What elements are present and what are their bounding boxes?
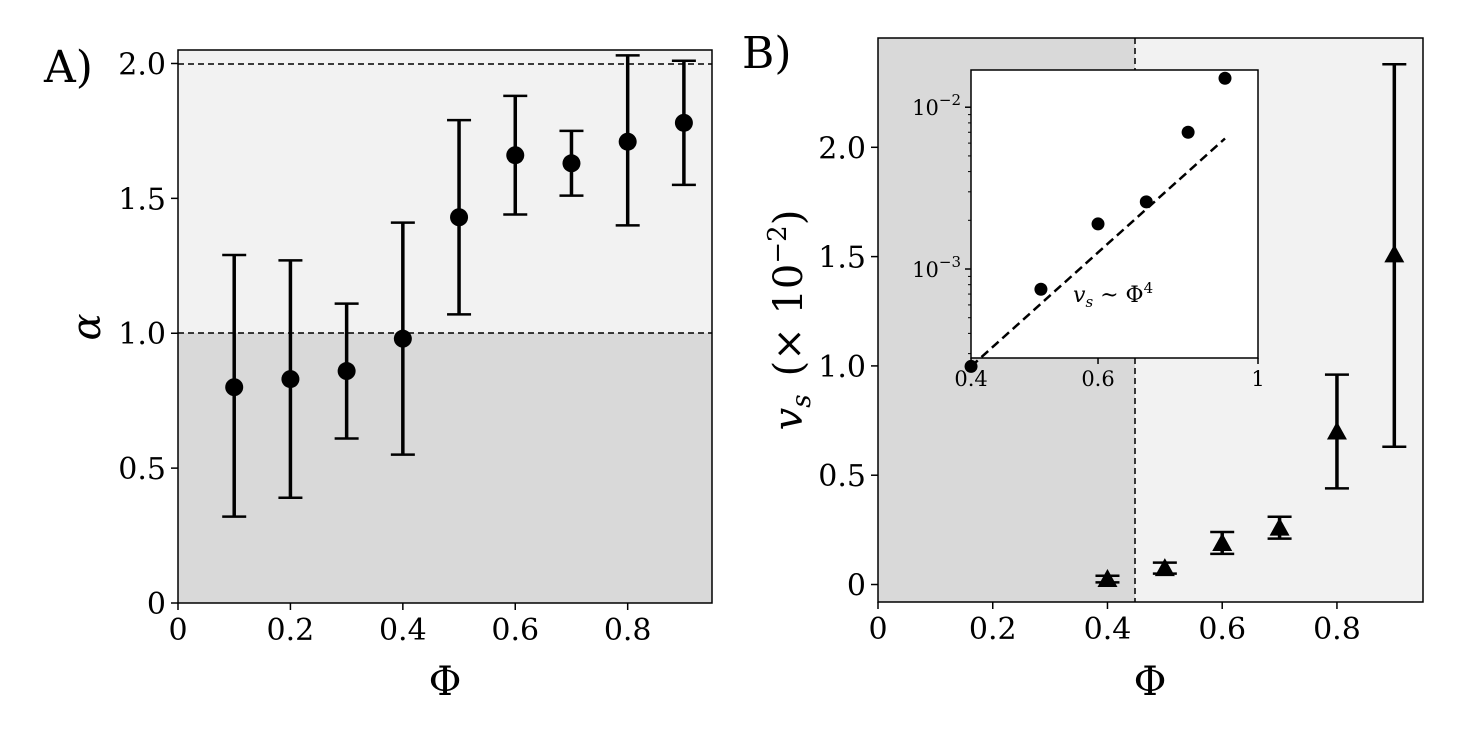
panel-a-xtick-label: 0.8 bbox=[604, 613, 652, 648]
inset-fit-line bbox=[970, 137, 1226, 368]
panel-b-xtick-label: 0.8 bbox=[1313, 612, 1361, 647]
inset-annotation-sub: s bbox=[1085, 293, 1093, 311]
inset-point bbox=[1181, 125, 1195, 139]
panel-b-frame bbox=[877, 37, 1424, 603]
panel-a-point bbox=[618, 132, 637, 151]
panel-a-point bbox=[281, 370, 300, 389]
panel-b-ylabel-close: ) bbox=[766, 210, 812, 226]
panel-a-point bbox=[450, 208, 469, 227]
inset-point bbox=[1034, 282, 1048, 296]
panel-b-xtick-label: 0 bbox=[868, 612, 887, 647]
panel-a-point bbox=[562, 154, 581, 173]
panel-a-xtick-label: 0.6 bbox=[491, 613, 539, 648]
panel-a-frame bbox=[177, 49, 713, 604]
panel-b-point bbox=[1154, 558, 1175, 577]
panel-a-ytick-label: 2.0 bbox=[118, 47, 166, 82]
inset-ytick-exp: −3 bbox=[939, 253, 961, 271]
panel-b-ylabel-exp: −2 bbox=[763, 225, 793, 263]
panel-b-ytick-label: 2.0 bbox=[818, 131, 866, 166]
inset-ytick-exp: −2 bbox=[939, 91, 961, 109]
panel-b-ytick-label: 0.5 bbox=[818, 459, 866, 494]
panel-b-ylabel-scale: (× 10 bbox=[766, 264, 812, 377]
panel-b-inset: 0.4 0.6 110−310−2 vs ~ Φ4 bbox=[912, 69, 1265, 391]
panel-b-ylabel-sub: s bbox=[787, 394, 817, 407]
panel-a-ytick-label: 1.5 bbox=[118, 182, 166, 217]
inset-point bbox=[1139, 195, 1153, 209]
inset-ytick-label: 10−3 bbox=[912, 253, 961, 282]
panel-a-xlabel: Φ bbox=[429, 659, 462, 705]
inset-point bbox=[1218, 71, 1232, 85]
panel-a: 0 0.2 0.4 0.6 0.8 0 0.5 1.0 1.5 2.0 A) Φ α bbox=[43, 42, 713, 705]
inset-frame bbox=[970, 69, 1259, 359]
panel-b-point bbox=[1384, 244, 1405, 263]
panel-b-point bbox=[1212, 532, 1233, 551]
inset-point bbox=[964, 359, 978, 373]
panel-a-label: A) bbox=[43, 42, 93, 93]
panel-a-point bbox=[674, 113, 693, 132]
panel-b-point bbox=[1326, 421, 1347, 440]
inset-annotation-var: v bbox=[1073, 283, 1086, 308]
inset-xtick-label: 0.4 bbox=[954, 367, 987, 391]
panel-b-xtick-label: 0.6 bbox=[1198, 612, 1246, 647]
panel-a-shade-lower bbox=[178, 333, 712, 603]
panel-b-xlabel: Φ bbox=[1134, 659, 1167, 705]
panel-b-xtick-label: 0.2 bbox=[969, 612, 1017, 647]
inset-ytick-base: 10 bbox=[912, 258, 939, 282]
panel-b-ytick-label: 1.5 bbox=[818, 241, 866, 276]
panel-b: 0 0.2 0.4 0.6 0.800.51.01.52.0 B) Φ vs(× 10−… bbox=[742, 28, 1424, 705]
panel-a-ytick-label: 0 bbox=[147, 587, 166, 622]
panel-a-xtick-label: 0.2 bbox=[267, 613, 315, 648]
panel-b-ytick-label: 0 bbox=[847, 569, 866, 604]
panel-a-point bbox=[393, 329, 412, 348]
inset-xtick-label: 0.6 bbox=[1081, 367, 1114, 391]
inset-annotation-rest: ~ Φ bbox=[1093, 283, 1143, 308]
panel-a-shade-upper bbox=[178, 50, 712, 333]
inset-xtick-label: 1 bbox=[1251, 367, 1264, 391]
panel-b-ytick-label: 1.0 bbox=[818, 350, 866, 385]
panel-b-ylabel: vs (× 10−2) bbox=[763, 210, 817, 431]
panel-b-point bbox=[1097, 569, 1118, 588]
inset-background bbox=[971, 70, 1258, 358]
panel-a-point bbox=[337, 362, 356, 381]
panel-b-ylabel-var: v bbox=[766, 407, 812, 430]
panel-a-xtick-label: 0.4 bbox=[379, 613, 427, 648]
inset-annotation: vs ~ Φ4 bbox=[1073, 279, 1153, 311]
panel-a-ytick-label: 1.0 bbox=[118, 317, 166, 352]
panel-a-xtick-label: 0 bbox=[168, 613, 187, 648]
panel-a-ylabel: α bbox=[64, 313, 110, 340]
panel-b-label: B) bbox=[742, 28, 792, 79]
panel-b-xtick-label: 0.4 bbox=[1084, 612, 1132, 647]
inset-point bbox=[1091, 217, 1105, 231]
panel-a-ytick-label: 0.5 bbox=[118, 452, 166, 487]
inset-ytick-base: 10 bbox=[912, 96, 939, 120]
inset-annotation-exp: 4 bbox=[1144, 279, 1154, 297]
panel-a-point bbox=[506, 146, 525, 165]
inset-ytick-label: 10−2 bbox=[912, 91, 961, 120]
panel-a-point bbox=[225, 378, 244, 397]
panel-b-point bbox=[1269, 517, 1290, 536]
